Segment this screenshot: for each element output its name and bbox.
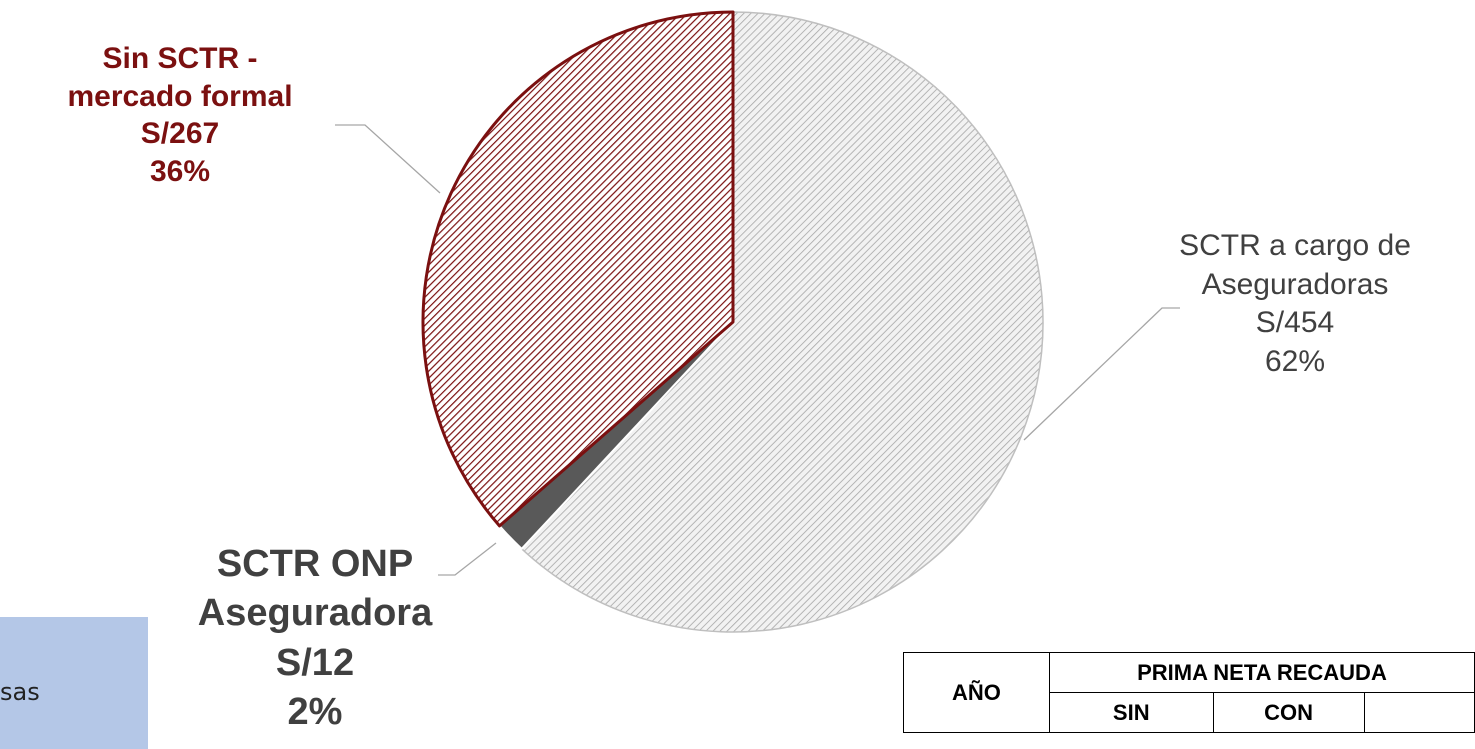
- slice-label-line: SCTR a cargo de: [1179, 229, 1411, 262]
- slice-label-sin-sctr: Sin SCTR - mercado formal S/267 36%: [20, 40, 340, 190]
- pie-slice-sin: [421, 10, 735, 528]
- table-header-year: AÑO: [903, 652, 1050, 733]
- table-header-sin: SIN: [1048, 692, 1214, 733]
- table-header-extra: [1363, 692, 1475, 733]
- slice-label-sctr-onp: SCTR ONP Aseguradora S/12 2%: [165, 540, 465, 738]
- slice-label-line: S/12: [275, 641, 355, 684]
- side-box-text: sas: [0, 678, 40, 706]
- slice-label-line: 2%: [287, 691, 343, 734]
- table-header-prima: PRIMA NETA RECAUDA: [1048, 652, 1475, 693]
- slice-label-line: 36%: [149, 154, 211, 188]
- table-header-con: CON: [1212, 692, 1365, 733]
- leader-line-sin: [335, 124, 441, 194]
- side-info-box: sas: [0, 617, 148, 749]
- leader-line-aseg: [1023, 307, 1180, 441]
- slice-label-line: Aseguradoras: [1201, 267, 1389, 301]
- slice-label-line: S/454: [1255, 306, 1335, 340]
- slice-label-line: Aseguradora: [197, 592, 433, 635]
- pie-slice-aseg: [520, 11, 1044, 633]
- prima-table: AÑO PRIMA NETA RECAUDA SIN CON: [903, 652, 1475, 733]
- slice-label-line: mercado formal: [67, 79, 293, 113]
- leader-line-onp: [438, 542, 497, 576]
- slice-label-line: 62%: [1264, 345, 1326, 379]
- slice-label-line: Sin SCTR -: [102, 42, 258, 75]
- slice-label-line: S/267: [140, 117, 220, 150]
- slice-label-sctr-aseguradoras: SCTR a cargo de Aseguradoras S/454 62%: [1125, 227, 1465, 382]
- slice-label-line: SCTR ONP: [216, 543, 414, 585]
